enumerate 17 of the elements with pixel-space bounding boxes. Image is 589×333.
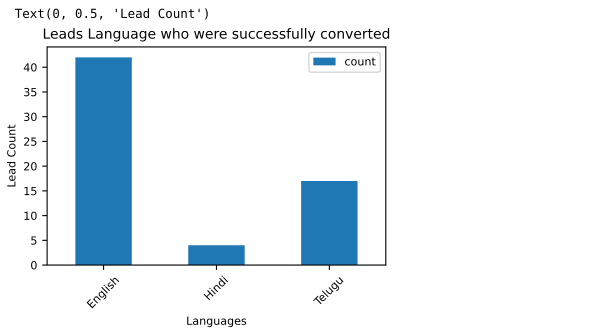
y-tick-label: 5	[31, 236, 36, 245]
y-tick-label: 0	[31, 261, 37, 270]
y-tick-label: 20	[24, 162, 37, 171]
y-axis-title: Lead Count	[6, 124, 16, 187]
chart-title: Leads Language who were successfully converted	[44, 28, 390, 42]
legend-label: count	[345, 58, 376, 66]
y-tick-label: 35	[24, 88, 36, 96]
y-tick-label: 10	[24, 212, 37, 220]
y-tick-label: 40	[24, 63, 37, 72]
y-tick-label: 25	[24, 137, 36, 146]
text: Text(0, 0.5, 'Lead Count')	[15, 8, 208, 20]
x-axis-title: Languages	[187, 316, 246, 328]
y-tick-label: 15	[24, 187, 36, 196]
bar	[75, 57, 132, 266]
bar	[188, 245, 245, 266]
bar	[301, 180, 358, 266]
y-tick-label: 30	[24, 112, 37, 122]
